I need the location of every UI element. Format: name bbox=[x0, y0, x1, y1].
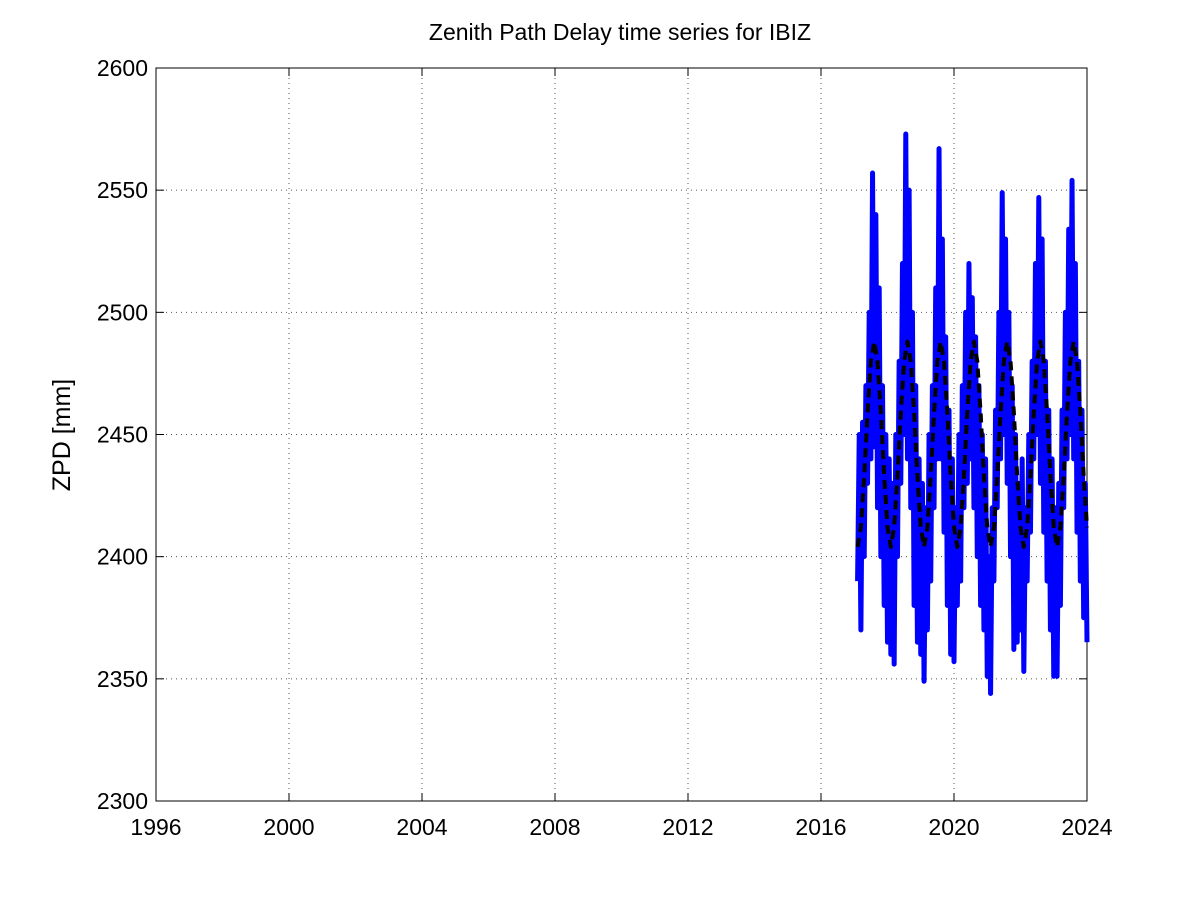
chart-title: Zenith Path Delay time series for IBIZ bbox=[429, 19, 811, 45]
x-tick-label: 2012 bbox=[662, 814, 713, 840]
x-tick-label: 2004 bbox=[396, 814, 447, 840]
x-tick-label: 2016 bbox=[795, 814, 846, 840]
x-tick-label: 2008 bbox=[529, 814, 580, 840]
y-tick-label: 2300 bbox=[97, 788, 148, 814]
x-tick-label: 2000 bbox=[263, 814, 314, 840]
y-tick-label: 2500 bbox=[97, 299, 148, 325]
plot-frame bbox=[155, 67, 1088, 802]
y-tick-label: 2600 bbox=[97, 55, 148, 81]
series-line bbox=[855, 131, 1090, 696]
x-tick-label: 2020 bbox=[928, 814, 979, 840]
y-axis-label: ZPD [mm] bbox=[48, 379, 76, 492]
y-tick-label: 2350 bbox=[97, 666, 148, 692]
series-line bbox=[855, 339, 1089, 549]
x-tick-label: 2024 bbox=[1061, 814, 1112, 840]
y-tick-label: 2550 bbox=[97, 177, 148, 203]
x-tick-label: 1996 bbox=[130, 814, 181, 840]
y-tick-label: 2450 bbox=[97, 422, 148, 448]
y-tick-label: 2400 bbox=[97, 544, 148, 570]
